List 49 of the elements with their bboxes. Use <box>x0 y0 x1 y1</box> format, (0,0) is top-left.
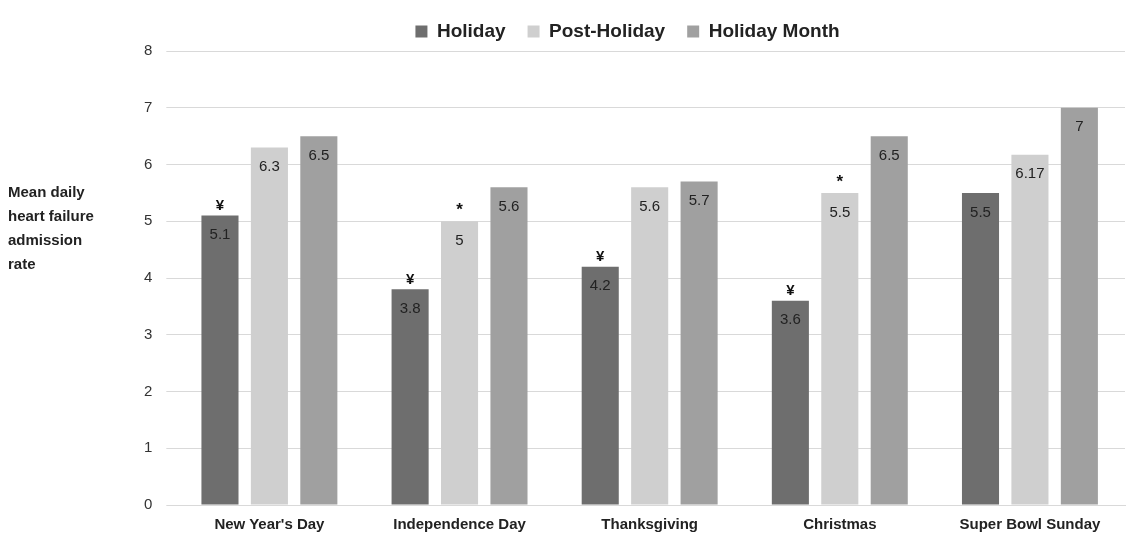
data-label: 5.7 <box>688 191 710 209</box>
y-tick-label: 8 <box>144 41 153 59</box>
annotation: ¥ <box>215 196 225 214</box>
annotation: * <box>456 200 464 220</box>
legend-label: Post-Holiday <box>549 19 666 41</box>
bar <box>391 289 429 505</box>
bar <box>581 266 619 505</box>
data-label: 3.8 <box>399 298 421 316</box>
bar <box>300 136 338 505</box>
bar <box>771 300 809 505</box>
data-label: 3.6 <box>779 310 801 328</box>
annotation: ¥ <box>786 281 796 299</box>
legend-label: Holiday Month <box>708 19 840 41</box>
data-label: 5.6 <box>498 196 520 214</box>
y-tick-label: 4 <box>144 268 153 286</box>
data-label: 6.17 <box>1015 164 1045 182</box>
data-label: 5.6 <box>639 196 661 214</box>
y-tick-label: 6 <box>144 154 153 172</box>
data-label: 5.5 <box>829 202 851 220</box>
data-label: 6.5 <box>308 145 330 163</box>
data-label: 5.1 <box>209 225 231 243</box>
legend-label: Holiday <box>436 19 506 41</box>
y-tick-label: 1 <box>144 438 153 456</box>
data-label: 5 <box>455 230 464 248</box>
data-label: 7 <box>1075 117 1084 135</box>
y-axis-title: Mean daily heart failure admission rate <box>8 182 95 274</box>
y-tick-label: 7 <box>144 97 153 115</box>
y-tick-label: 0 <box>144 495 153 513</box>
bar <box>961 192 1000 505</box>
bar <box>201 215 239 505</box>
y-tick-label: 2 <box>144 381 153 399</box>
data-label: 6.3 <box>258 157 280 175</box>
x-tick-label: Christmas <box>803 515 877 533</box>
x-tick-label: Independence Day <box>393 515 527 533</box>
annotation: ¥ <box>405 269 415 287</box>
bar <box>1060 107 1098 505</box>
y-tick-label: 3 <box>144 324 153 342</box>
annotation: * <box>836 172 844 192</box>
annotation: ¥ <box>596 247 606 265</box>
bar <box>870 136 908 505</box>
data-label: 6.5 <box>878 145 900 163</box>
x-tick-label: Thanksgiving <box>601 515 699 533</box>
bar <box>490 187 528 505</box>
data-label: 4.2 <box>589 276 611 294</box>
y-tick-label: 5 <box>144 211 153 229</box>
x-tick-label: New Year's Day <box>214 515 326 533</box>
data-label: 5.5 <box>970 202 991 220</box>
bar <box>680 181 718 505</box>
x-tick-label: Super Bowl Sunday <box>959 515 1102 533</box>
